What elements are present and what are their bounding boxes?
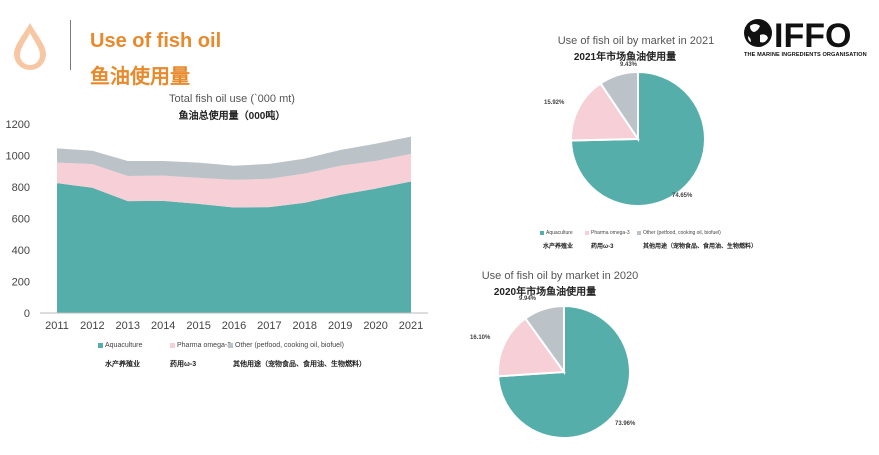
logo-tagline: THE MARINE INGREDIENTS ORGANISATION — [744, 52, 867, 58]
pie-2021-label-aquaculture: 74.65% — [672, 193, 693, 199]
area-aquaculture — [57, 181, 411, 313]
pie-2021-legend-pharma: Pharma omega-3 — [585, 230, 630, 236]
area-other — [57, 136, 411, 180]
legend-swatch-pharma — [170, 342, 175, 348]
x-tick-label: 2013 — [116, 320, 140, 332]
header-divider — [70, 20, 71, 70]
pie-2021-legend-pharma-zh: 药用ω-3 — [591, 244, 614, 250]
area-pharma — [57, 153, 411, 208]
y-tick-label: 800 — [12, 182, 30, 194]
page-title: Use of fish oil — [90, 30, 222, 52]
pie-2021-swatch-pharma — [585, 230, 589, 235]
iffo-logo: IFFO — [744, 17, 851, 55]
x-tick-label: 2018 — [293, 320, 317, 332]
area-chart-title: Total fish oil use (`000 mt) — [169, 93, 295, 105]
pie-2021-swatch-aquaculture — [540, 230, 544, 235]
pie-chart-2020 — [497, 304, 631, 439]
legend-swatch-other — [228, 342, 233, 348]
page-title-zh: 鱼油使用量 — [90, 66, 190, 88]
y-tick-label: 600 — [12, 214, 30, 226]
pie-2020-label-aquaculture: 73.96% — [615, 421, 636, 427]
pie-2021-label-pharma: 15.92% — [544, 100, 565, 106]
pie-chart-2021 — [569, 70, 706, 207]
pie-2021-title: Use of fish oil by market in 2021 — [557, 35, 715, 47]
x-tick-label: 2019 — [328, 320, 352, 332]
pie-2021-legend-other-zh: 其他用途（宠物食品、食用油、生物燃料） — [643, 244, 758, 250]
pie-2021-legend-aquaculture: Aquaculture — [540, 230, 573, 236]
legend-label-aquaculture-zh: 水产养殖业 — [105, 361, 140, 368]
pie-2020-slice-pharma — [497, 317, 566, 378]
y-tick-label: 1000 — [6, 151, 30, 163]
pie-2021-legend-aquaculture-zh: 水产养殖业 — [543, 244, 574, 250]
x-tick-label: 2015 — [186, 320, 210, 332]
x-tick-label: 2020 — [363, 320, 387, 332]
y-tick-label: 400 — [12, 245, 30, 257]
fish-oil-area-chart: 0 200 400 600 800 1000 1200 2011 2012 2013 2014 201… — [6, 119, 428, 332]
legend-label-pharma-zh: 药用ω-3 — [170, 361, 197, 368]
pie-2020-title: Use of fish oil by market in 2020 — [481, 270, 639, 282]
legend-label-other-zh: 其他用途（宠物食品、食用油、生物燃料） — [233, 361, 366, 368]
y-tick-label: 0 — [24, 308, 30, 320]
legend-item-aquaculture: Aquaculture — [98, 342, 142, 349]
legend-item-other: Other (petfood, cooking oil, biofuel) — [228, 342, 344, 349]
pie-2021-slice-aquaculture — [569, 70, 706, 207]
x-tick-label: 2016 — [222, 320, 246, 332]
pie-2021-label-other: 9.43% — [620, 62, 638, 68]
x-tick-label: 2017 — [257, 320, 281, 332]
pie-2020-slice-other — [524, 304, 565, 376]
pie-2021-slice-pharma — [570, 82, 640, 142]
oil-drop-icon — [14, 23, 46, 70]
y-tick-label: 1200 — [6, 119, 30, 131]
pie-2020-label-pharma: 16.10% — [470, 335, 491, 341]
area-chart-subtitle: 鱼油总使用量（000吨） — [178, 111, 286, 122]
pie-2021-subtitle: 2021年市场鱼油使用量 — [573, 52, 677, 63]
pie-2021-legend-other: Other (petfood, cooking oil, biofuel) — [637, 230, 721, 236]
pie-2020-label-other: 9.94% — [519, 296, 537, 302]
legend-item-pharma: Pharma omega-3 — [170, 342, 231, 349]
svg-text:IFFO: IFFO — [774, 17, 851, 55]
pie-2020-subtitle: 2020年市场鱼油使用量 — [493, 287, 597, 298]
y-tick-label: 200 — [12, 277, 30, 289]
pie-2021-slice-other — [599, 70, 639, 143]
x-tick-label: 2014 — [151, 320, 175, 332]
x-tick-label: 2012 — [80, 320, 104, 332]
pie-2021-swatch-other — [637, 230, 641, 235]
x-tick-label: 2011 — [45, 320, 69, 332]
legend-swatch-aquaculture — [98, 342, 103, 348]
x-tick-label: 2021 — [399, 320, 423, 332]
